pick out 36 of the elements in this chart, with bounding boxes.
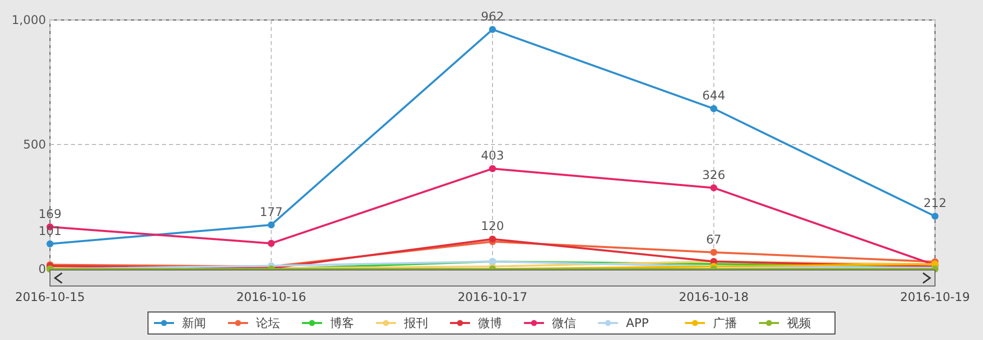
data-label: 962 xyxy=(481,9,504,24)
data-label: 169 xyxy=(38,206,62,221)
data-label: 67 xyxy=(706,232,722,246)
data-label: 101 xyxy=(38,224,62,238)
data-label: 120 xyxy=(481,219,504,234)
legend-label: 报刊 xyxy=(403,316,428,330)
y-tick-label: 0 xyxy=(38,262,46,276)
data-label: 326 xyxy=(702,168,726,182)
data-label: 644 xyxy=(702,88,726,103)
point xyxy=(710,248,718,256)
point xyxy=(268,221,275,228)
x-tick-label: 2016-10-19 xyxy=(900,290,970,304)
data-label: 177 xyxy=(260,204,283,219)
legend-label: 广播 xyxy=(713,316,737,330)
x-tick-label: 2016-10-16 xyxy=(236,290,306,304)
point xyxy=(46,240,54,248)
data-label: 403 xyxy=(481,148,504,163)
x-tick-label: 2016-10-18 xyxy=(678,290,749,304)
legend-label: 论坛 xyxy=(256,316,280,330)
legend-label: 视频 xyxy=(787,316,811,330)
point xyxy=(932,212,938,220)
point xyxy=(710,184,718,192)
point xyxy=(710,105,718,112)
legend-label: 微博 xyxy=(478,316,502,330)
y-tick-label: 500 xyxy=(23,138,46,152)
x-tick-label: 2016-10-15 xyxy=(15,290,85,304)
legend-label: 博客 xyxy=(330,316,354,330)
legend-label: 微信 xyxy=(552,316,576,330)
x-tick-label: 2016-10-17 xyxy=(458,290,528,304)
point xyxy=(268,240,275,247)
point xyxy=(489,26,496,33)
point xyxy=(489,165,496,172)
legend-label: 新闻 xyxy=(182,316,206,330)
point xyxy=(489,236,496,243)
legend-label: APP xyxy=(626,316,649,330)
y-tick-label: 1,000 xyxy=(12,13,46,27)
